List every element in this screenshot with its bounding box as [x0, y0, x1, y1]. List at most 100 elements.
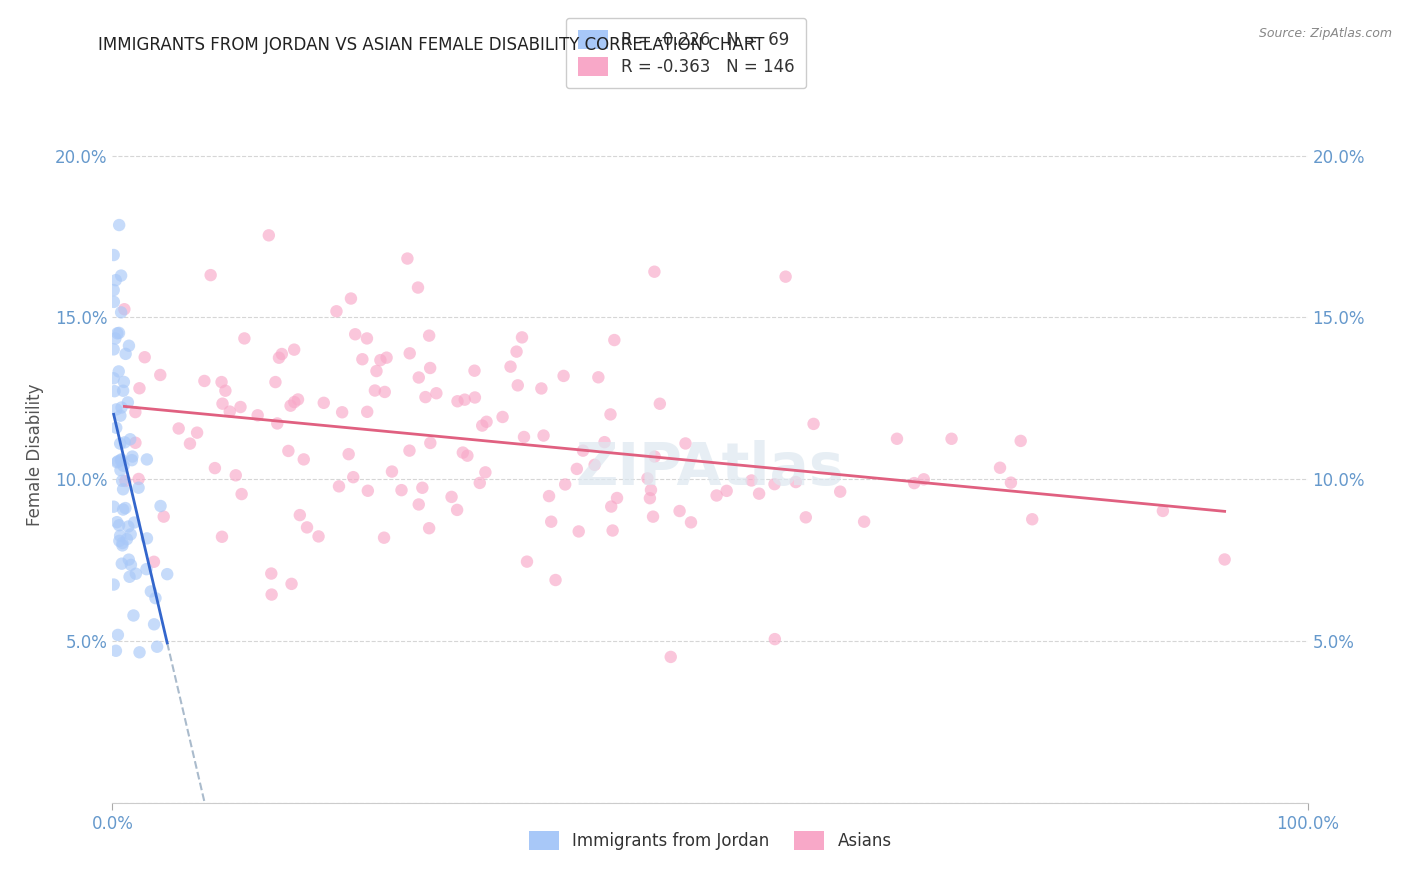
Point	[330, 405, 353, 419]
Point	[128, 381, 150, 395]
Point	[112, 302, 135, 317]
Point	[112, 384, 135, 398]
Point	[391, 483, 413, 497]
Point	[440, 490, 463, 504]
Point	[112, 502, 135, 516]
Point	[125, 566, 148, 581]
Point	[167, 421, 190, 435]
Point	[763, 632, 786, 647]
Point	[114, 501, 136, 516]
Point	[463, 364, 485, 378]
Point	[105, 402, 128, 417]
Point	[679, 516, 702, 530]
Point	[830, 484, 852, 499]
Point	[287, 392, 309, 407]
Point	[588, 370, 610, 384]
Point	[446, 503, 468, 517]
Point	[139, 584, 162, 599]
Point	[748, 486, 770, 500]
Point	[122, 516, 145, 530]
Point	[193, 374, 215, 388]
Point	[468, 475, 491, 490]
Point	[640, 483, 662, 497]
Point	[117, 395, 139, 409]
Point	[659, 649, 682, 664]
Point	[418, 521, 440, 535]
Point	[143, 617, 166, 632]
Point	[406, 280, 429, 294]
Point	[643, 265, 665, 279]
Point	[295, 520, 318, 534]
Point	[644, 450, 666, 464]
Point	[118, 339, 141, 353]
Point	[583, 458, 606, 472]
Point	[204, 461, 226, 475]
Point	[266, 417, 288, 431]
Point	[231, 487, 253, 501]
Point	[471, 418, 494, 433]
Point	[1010, 434, 1032, 448]
Point	[114, 347, 136, 361]
Point	[785, 475, 807, 489]
Point	[267, 351, 290, 365]
Point	[108, 436, 131, 450]
Point	[112, 375, 135, 389]
Point	[1152, 504, 1174, 518]
Point	[260, 588, 283, 602]
Point	[114, 435, 136, 450]
Point	[794, 510, 817, 524]
Text: IMMIGRANTS FROM JORDAN VS ASIAN FEMALE DISABILITY CORRELATION CHART: IMMIGRANTS FROM JORDAN VS ASIAN FEMALE D…	[98, 36, 765, 54]
Point	[499, 359, 522, 374]
Point	[246, 409, 269, 423]
Point	[506, 378, 529, 392]
Point	[554, 477, 576, 491]
Point	[903, 476, 925, 491]
Point	[136, 532, 159, 546]
Point	[446, 394, 468, 409]
Point	[553, 368, 575, 383]
Point	[110, 453, 132, 467]
Point	[124, 405, 146, 419]
Point	[111, 557, 134, 571]
Point	[513, 430, 536, 444]
Point	[418, 328, 440, 343]
Point	[375, 351, 398, 365]
Point	[107, 364, 129, 378]
Point	[225, 468, 247, 483]
Point	[135, 452, 157, 467]
Point	[454, 392, 477, 407]
Point	[456, 449, 478, 463]
Point	[602, 524, 624, 538]
Point	[108, 533, 131, 548]
Point	[135, 562, 157, 576]
Point	[1021, 512, 1043, 526]
Point	[675, 436, 697, 450]
Point	[988, 460, 1011, 475]
Point	[533, 428, 555, 442]
Point	[419, 436, 441, 450]
Point	[229, 400, 252, 414]
Point	[103, 500, 125, 514]
Point	[1000, 475, 1022, 490]
Point	[510, 330, 533, 344]
Point	[280, 577, 302, 591]
Point	[706, 488, 728, 502]
Point	[603, 333, 626, 347]
Point	[108, 326, 131, 340]
Point	[505, 344, 527, 359]
Point	[110, 463, 132, 477]
Point	[146, 640, 169, 654]
Point	[763, 477, 786, 491]
Point	[120, 432, 142, 446]
Y-axis label: Female Disability: Female Disability	[25, 384, 44, 526]
Point	[775, 269, 797, 284]
Point	[260, 566, 283, 581]
Point	[352, 352, 374, 367]
Point	[308, 529, 330, 543]
Point	[103, 294, 125, 309]
Point	[108, 218, 131, 232]
Point	[107, 628, 129, 642]
Point	[108, 518, 131, 533]
Point	[292, 452, 315, 467]
Point	[853, 515, 876, 529]
